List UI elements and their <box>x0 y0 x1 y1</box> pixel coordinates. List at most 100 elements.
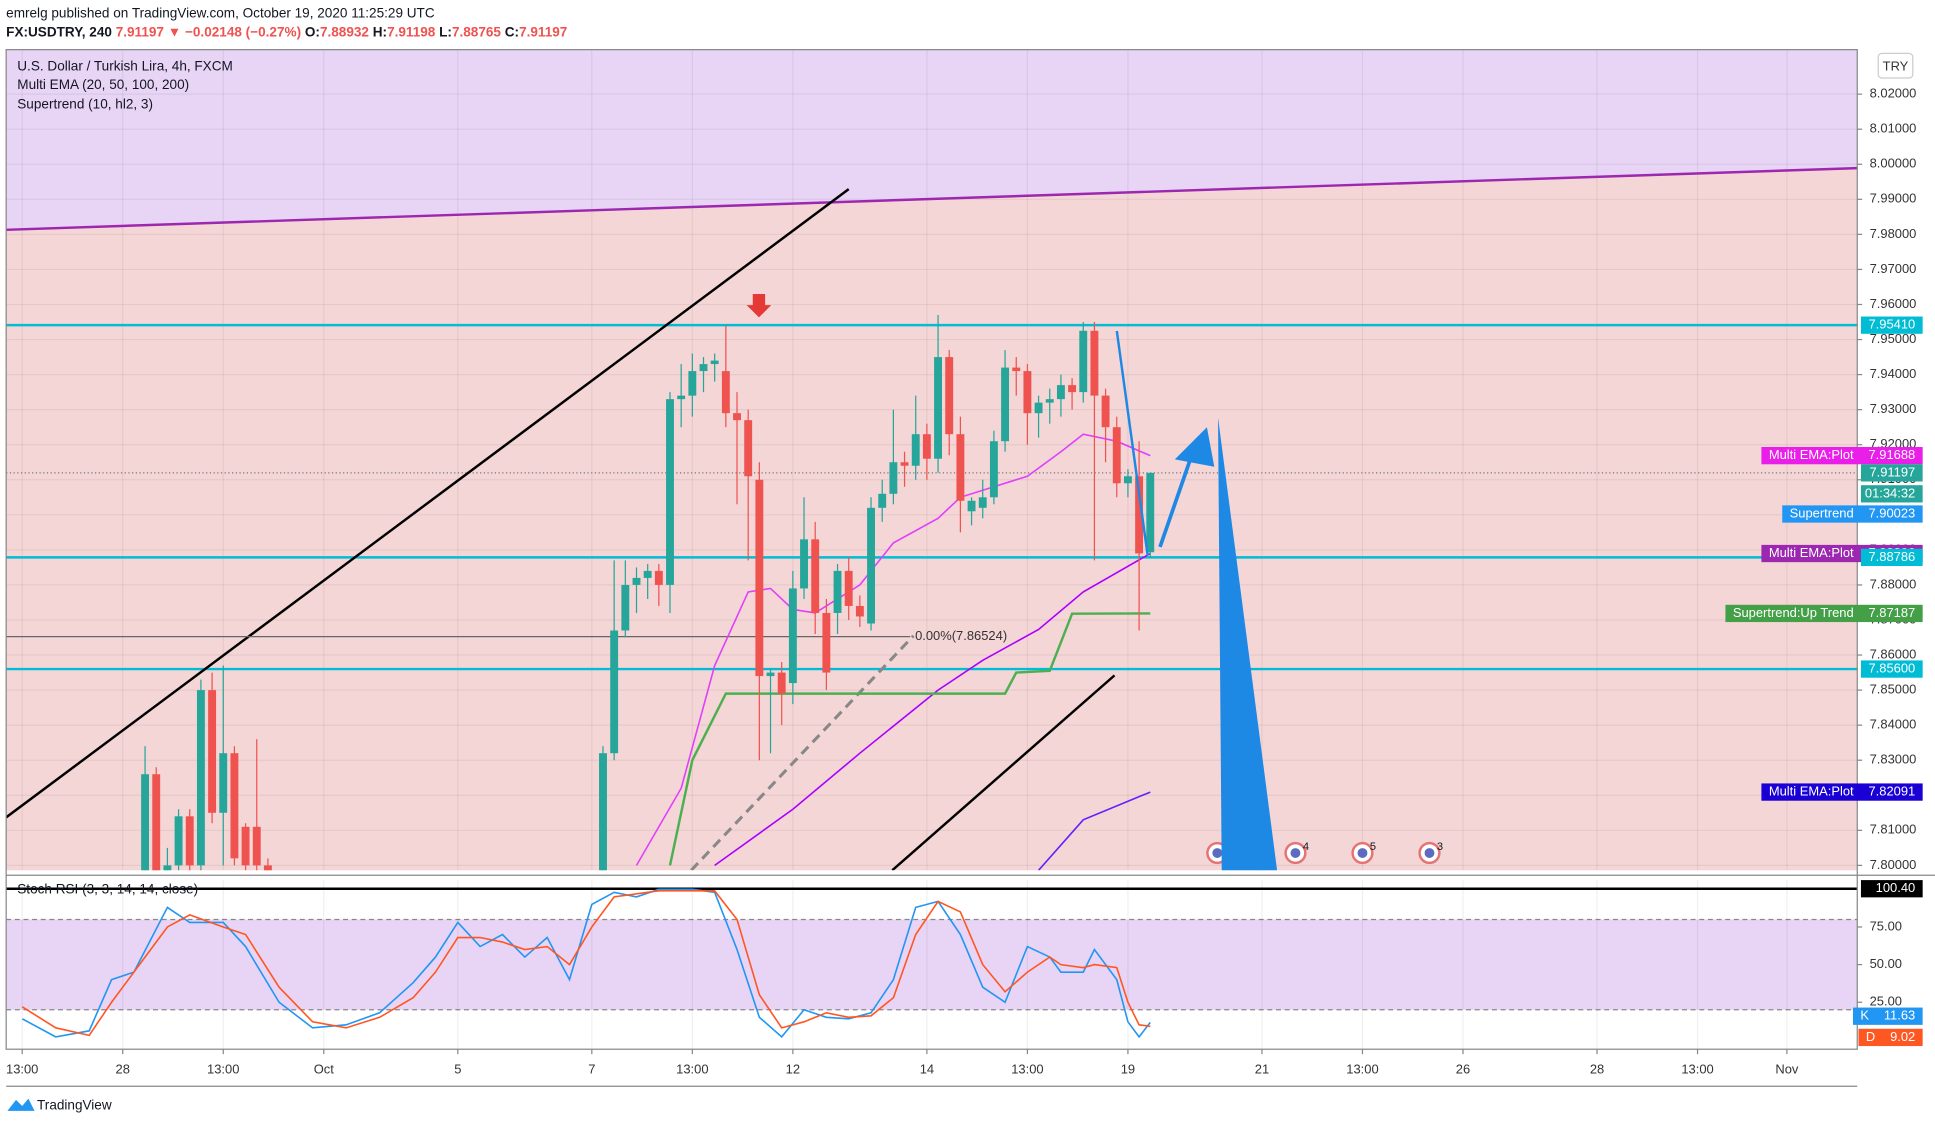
candle-body <box>1034 402 1043 414</box>
y-tick-label: 7.83000 <box>1870 752 1917 767</box>
candle-body <box>677 395 686 400</box>
x-tick-label: Oct <box>314 1062 335 1077</box>
candle-body <box>978 497 987 508</box>
tag-bg <box>1761 447 1923 465</box>
ohlc: C: <box>505 24 519 39</box>
y-tick-label: 7.85000 <box>1870 682 1917 697</box>
candle-body <box>610 630 619 754</box>
tag-label: D <box>1866 1029 1875 1044</box>
stoch-title: Stoch RSI (3, 3, 14, 14, close) <box>17 882 198 897</box>
ohlc: 7.88932 <box>320 24 369 39</box>
indicator-line <box>635 433 1151 866</box>
x-tick-label: 7 <box>588 1062 595 1077</box>
x-tick-label: 19 <box>1121 1062 1135 1077</box>
x-tick-label: 13:00 <box>1011 1062 1043 1077</box>
candle-body <box>1012 367 1021 372</box>
event-label: 3 <box>1437 841 1443 853</box>
indicator: Supertrend (10, hl2, 3) <box>17 97 153 112</box>
y-tick-label: 7.94000 <box>1870 366 1917 381</box>
candle-body <box>945 357 954 435</box>
price-tag: 7.91688 Multi EMA:Plot <box>1761 447 1923 465</box>
arrow-head <box>1174 427 1215 467</box>
y-tick-label: 7.86000 <box>1870 646 1917 661</box>
x-tick-label: 28 <box>116 1062 130 1077</box>
candle-body <box>889 462 898 494</box>
candle-body <box>1123 476 1132 484</box>
y-tick-label: 8.01000 <box>1870 121 1917 136</box>
candle-body <box>822 612 831 673</box>
candle-body <box>185 816 194 866</box>
tag-bg <box>1858 1028 1923 1047</box>
candle-body <box>632 577 641 585</box>
candle-body <box>1068 385 1077 393</box>
indicator-line <box>1037 791 1151 871</box>
background <box>6 49 1858 1050</box>
stoch-line <box>21 888 1151 1039</box>
tag-label: Supertrend <box>1790 505 1854 520</box>
y-tick-label: 7.97000 <box>1870 261 1917 276</box>
trend-line <box>891 674 1116 871</box>
y-tick-label: 75.00 <box>1870 918 1902 933</box>
tag-value: 9.02 <box>1890 1029 1915 1044</box>
candle-body <box>174 816 183 866</box>
x-tick-label: 13:00 <box>207 1062 239 1077</box>
ohlc: 7.91198 <box>387 24 436 39</box>
price-tag: 7.91197 <box>1860 464 1923 482</box>
x-tick-label: 14 <box>920 1062 934 1077</box>
candle-body <box>800 539 808 589</box>
candle-body <box>1090 330 1099 396</box>
candle-body <box>230 753 239 859</box>
y-tick-label: 7.84000 <box>1870 717 1917 732</box>
candle-body <box>744 420 753 477</box>
x-tick-label: 21 <box>1255 1062 1269 1077</box>
candle-body <box>1079 330 1088 393</box>
candle-body <box>699 364 708 372</box>
y-tick-label: 7.80000 <box>1870 857 1917 872</box>
candle-body <box>1101 395 1110 428</box>
candle-body <box>878 493 887 508</box>
price-tag: 7.82091 Multi EMA:Plot <box>1761 783 1923 801</box>
y-tick-label: 25.00 <box>1870 994 1902 1009</box>
candle-body <box>934 357 943 459</box>
candle-body <box>1023 371 1032 414</box>
zone <box>6 49 1858 230</box>
ohlc: O: <box>305 24 320 39</box>
candle-body <box>241 826 250 866</box>
symbol: FX:USDTRY, 240 <box>6 24 112 39</box>
x-tick-label: 28 <box>1590 1062 1604 1077</box>
tag-value: 7.85600 <box>1868 660 1915 675</box>
countdown-bg <box>1860 485 1923 503</box>
tag-bg <box>1725 604 1923 623</box>
indicator-line <box>668 612 1151 866</box>
tag-value: 7.82091 <box>1868 783 1915 798</box>
candle-body <box>688 371 697 396</box>
x-tick-label: 13:00 <box>1346 1062 1378 1077</box>
event-label: 4 <box>1303 841 1309 853</box>
y-tick-label: 7.98000 <box>1870 226 1917 241</box>
candle-body <box>263 865 272 871</box>
candle-body <box>208 690 217 813</box>
event-dot <box>1424 848 1435 858</box>
countdown: 01:34:32 <box>1865 485 1915 500</box>
x-tick-label: 13:00 <box>1681 1062 1713 1077</box>
candle-body <box>844 570 853 606</box>
price-tag: 100.40 <box>1860 880 1923 898</box>
drawn-line <box>1115 330 1149 556</box>
red-arrow <box>746 293 772 318</box>
stoch-band <box>6 919 1858 1010</box>
currency-button[interactable] <box>1877 52 1914 79</box>
brand: TradingView <box>37 1098 112 1113</box>
candle-body <box>1146 472 1155 553</box>
candle-body <box>152 774 161 871</box>
tag-label: K <box>1860 1008 1869 1023</box>
price-tag: 9.02 D <box>1858 1028 1923 1047</box>
candle-body <box>766 672 775 677</box>
tag-bg <box>1860 660 1923 678</box>
currency[interactable]: TRY <box>1883 58 1909 73</box>
event-dot <box>1357 848 1368 858</box>
y-tick-label: 8.02000 <box>1870 86 1917 101</box>
candle-body <box>599 753 607 871</box>
tag-bg <box>1860 464 1923 482</box>
event-dot <box>1290 848 1301 858</box>
price-tag: 7.90023 Supertrend <box>1782 505 1923 523</box>
